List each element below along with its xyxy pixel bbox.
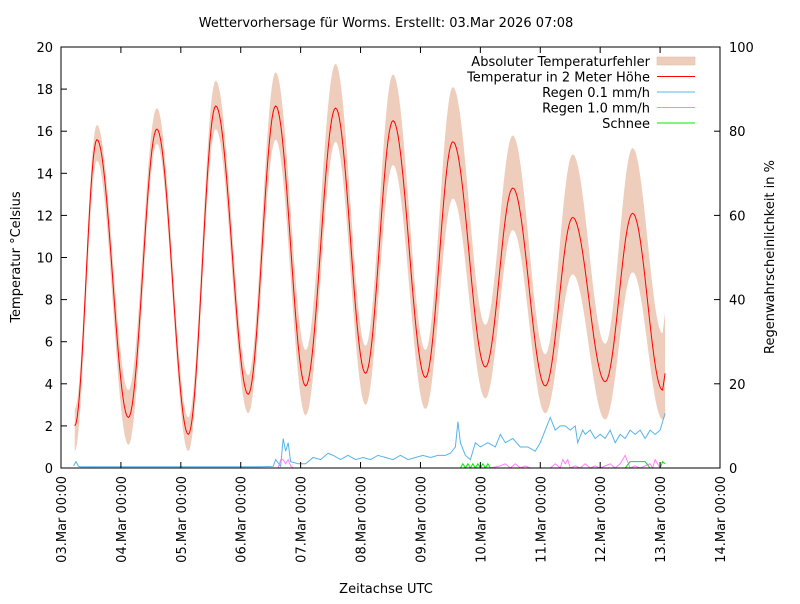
y-tick-label: 12 (36, 209, 53, 224)
x-tick-label: 10.Mar 00:00 (474, 476, 489, 563)
legend-rain-0.1-label: Regen 0.1 mm/h (542, 86, 650, 101)
y2-tick-label: 20 (729, 378, 746, 393)
y-tick-label: 14 (36, 167, 53, 182)
legend-rain-1.0-label: Regen 1.0 mm/h (542, 102, 650, 117)
legend-snow-label: Schnee (602, 117, 650, 132)
error-band-layer (74, 63, 666, 452)
legend-error-band-label: Absoluter Temperaturfehler (471, 55, 650, 70)
x-tick-label: 05.Mar 00:00 (175, 476, 190, 563)
x-tick-label: 13.Mar 00:00 (654, 476, 669, 563)
x-tick-label: 09.Mar 00:00 (414, 476, 429, 563)
legend-temperature-label: Temperatur in 2 Meter Höhe (466, 71, 650, 86)
temperature-line (74, 105, 666, 436)
y2-tick-label: 80 (729, 125, 746, 140)
x-tick-label: 08.Mar 00:00 (355, 476, 370, 563)
y-tick-label: 4 (45, 378, 53, 393)
y2-tick-label: 60 (729, 209, 746, 224)
y2-axis-label: Regenwahrscheinlichkeit in % (763, 160, 778, 354)
y-tick-label: 10 (36, 252, 53, 267)
y-tick-label: 0 (45, 462, 53, 477)
y-tick-label: 20 (36, 41, 53, 56)
y-tick-label: 6 (45, 336, 53, 351)
x-tick-label: 11.Mar 00:00 (534, 476, 549, 563)
x-tick-label: 14.Mar 00:00 (714, 476, 729, 563)
x-axis-label: Zeitachse UTC (339, 582, 433, 597)
y-tick-label: 2 (45, 420, 53, 435)
x-tick-label: 06.Mar 00:00 (235, 476, 250, 563)
y-tick-label: 16 (36, 125, 53, 140)
y2-tick-label: 100 (729, 41, 754, 56)
legend-error-band-swatch (656, 56, 696, 66)
y-axis-label: Temperatur °Celsius (9, 191, 24, 324)
x-tick-label: 07.Mar 00:00 (295, 476, 310, 563)
y-tick-label: 18 (36, 83, 53, 98)
x-tick-label: 04.Mar 00:00 (115, 476, 130, 563)
rain-0.1-line (73, 413, 666, 468)
chart-title: Wettervorhersage für Worms. Erstellt: 03… (199, 16, 574, 31)
axes: 0 2 4 6 8 10 12 14 16 18 20 0 20 40 60 80 100 03.Mar 00:0… (36, 41, 753, 563)
y-tick-label: 8 (45, 294, 53, 309)
x-tick-label: 12.Mar 00:00 (594, 476, 609, 563)
x-tick-label: 03.Mar 00:00 (55, 476, 70, 563)
y2-tick-label: 0 (729, 462, 737, 477)
snow-line (459, 460, 666, 469)
temperature-error-band (74, 63, 666, 452)
y2-tick-label: 40 (729, 294, 746, 309)
